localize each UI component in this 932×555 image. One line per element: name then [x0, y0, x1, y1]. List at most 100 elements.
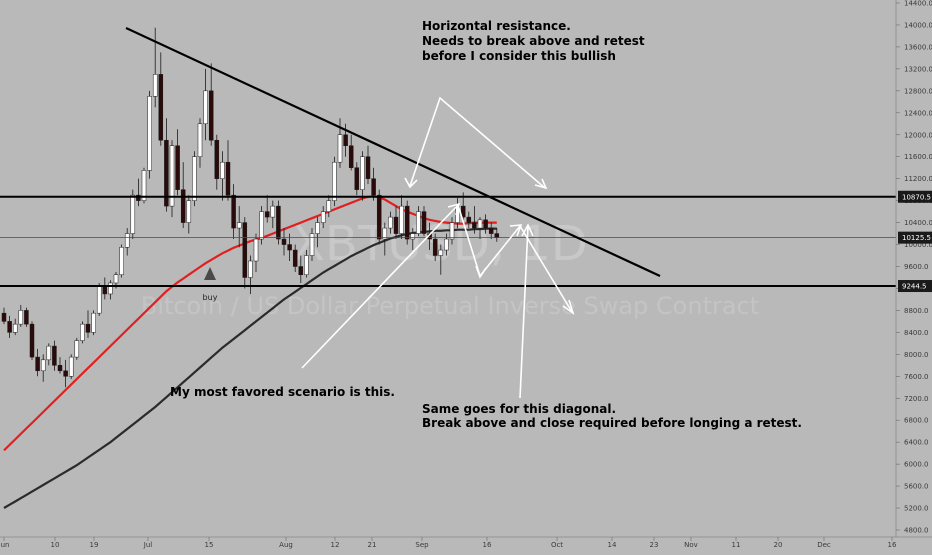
price-axis[interactable]: 4800.0 5200.0 5600.0 6000.0 6400.0 6800.0 7200…: [895, 0, 932, 550]
y-tick-label: 6000.0: [904, 461, 929, 469]
candle: [158, 52, 164, 146]
candle-body: [242, 222, 248, 278]
diagonal-arrow-head: [521, 223, 534, 237]
candle-body: [281, 238, 287, 245]
zigzag-arrow-head-1: [475, 265, 487, 279]
candle: [259, 206, 264, 245]
candle-body: [421, 211, 427, 234]
y-tick-label: 4800.0: [904, 527, 929, 535]
candle: [130, 189, 136, 240]
x-tick-label: Aug: [279, 541, 293, 549]
candle-body: [85, 323, 91, 333]
candle: [52, 340, 57, 371]
candle-body: [80, 323, 85, 341]
y-tick-label: 10400.0: [904, 219, 932, 227]
candle-body: [203, 90, 208, 125]
candle-body: [382, 227, 388, 240]
price-label-text: 9244.5: [902, 283, 927, 291]
candle-body: [220, 161, 225, 179]
candle: [57, 357, 63, 374]
y-tick-label: 13200.0: [904, 65, 932, 73]
candle: [74, 337, 80, 360]
candle: [85, 310, 91, 338]
y-tick-label: 13600.0: [904, 43, 932, 51]
candle: [472, 206, 477, 234]
candle-body: [248, 260, 253, 278]
candle: [483, 214, 488, 234]
candle: [466, 211, 472, 229]
x-tick-label: 15: [205, 541, 214, 549]
candle-body: [315, 222, 320, 234]
candle: [63, 359, 68, 388]
candle: [248, 255, 253, 294]
moving-average-layer: [3, 195, 497, 509]
resistance-arrow[interactable]: [409, 96, 546, 189]
candle-body: [438, 249, 444, 256]
annotation-resistance-line-2: Needs to break above and retest: [422, 34, 645, 48]
candle: [264, 195, 270, 223]
x-tick-label: 20: [774, 541, 783, 549]
candle: [421, 206, 427, 237]
candle-body: [326, 200, 332, 212]
candle: [393, 206, 399, 240]
price-axis-background: [896, 0, 932, 550]
annotation-resistance-line-3: before I consider this bullish: [422, 49, 616, 63]
candle-body: [124, 233, 130, 248]
x-tick-label: 21: [368, 541, 377, 549]
candle: [203, 68, 208, 141]
candle: [477, 217, 483, 240]
y-tick-label: 8800.0: [904, 307, 929, 315]
candle: [169, 140, 175, 218]
buy-marker[interactable]: buy: [203, 267, 218, 302]
zigzag-arrow[interactable]: [457, 204, 573, 313]
y-tick-label: 14000.0: [904, 21, 932, 29]
candle-body: [29, 323, 35, 358]
x-tick-label: 16: [888, 541, 897, 549]
y-tick-label: 9600.0: [904, 263, 929, 271]
price-label-badge: [898, 280, 932, 293]
y-tick-label: 6800.0: [904, 417, 929, 425]
candle: [298, 255, 304, 283]
candle: [192, 151, 197, 207]
candle-body: [376, 194, 382, 240]
resistance-arrow-head-left: [404, 177, 418, 189]
diagonal-arrow[interactable]: [519, 225, 529, 399]
candle: [225, 140, 231, 201]
candle-body: [332, 161, 337, 201]
candle: [68, 354, 74, 380]
candle-body: [320, 211, 326, 223]
annotation-resistance: Horizontal resistance. Needs to break ab…: [422, 19, 645, 63]
descending-trendline[interactable]: [125, 27, 661, 277]
candle: [365, 145, 371, 185]
annotation-diagonal: Same goes for this diagonal. Break above…: [422, 402, 802, 430]
x-tick-label: 16: [483, 541, 492, 549]
candle-body: [130, 194, 136, 234]
time-axis-ticks: Jun 10 19 Jul 15 Aug 12 21 Sep 16 Oct 14 23 Nov 11 20 De…: [0, 537, 897, 549]
price-label-badge: [898, 190, 932, 203]
y-tick-label: 14400.0: [904, 0, 932, 8]
time-axis[interactable]: Jun 10 19 Jul 15 Aug 12 21 Sep 16 Oct 14 23 Nov 11 20 De…: [0, 536, 932, 549]
x-tick-label: 19: [90, 541, 99, 549]
y-tick-label: 11600.0: [904, 153, 932, 161]
zigzag-arrow-head-2: [509, 224, 523, 237]
candle-body: [388, 216, 393, 229]
y-tick-label: 12800.0: [904, 87, 932, 95]
y-tick-label: 12400.0: [904, 109, 932, 117]
candle: [404, 200, 410, 245]
candle: [46, 343, 52, 366]
zigzag-arrow-head-3: [562, 299, 575, 315]
candle: [136, 178, 141, 207]
candle: [354, 162, 360, 196]
candle-body: [225, 161, 231, 196]
favored-scenario-arrow[interactable]: [301, 204, 459, 369]
candle-body: [7, 321, 12, 333]
candle-body: [236, 222, 242, 229]
candle-body: [1, 312, 7, 322]
candle: [236, 206, 242, 248]
candle: [29, 321, 35, 360]
y-tick-label: 7200.0: [904, 395, 929, 403]
candle-body: [208, 90, 214, 141]
candle-body: [68, 356, 74, 377]
